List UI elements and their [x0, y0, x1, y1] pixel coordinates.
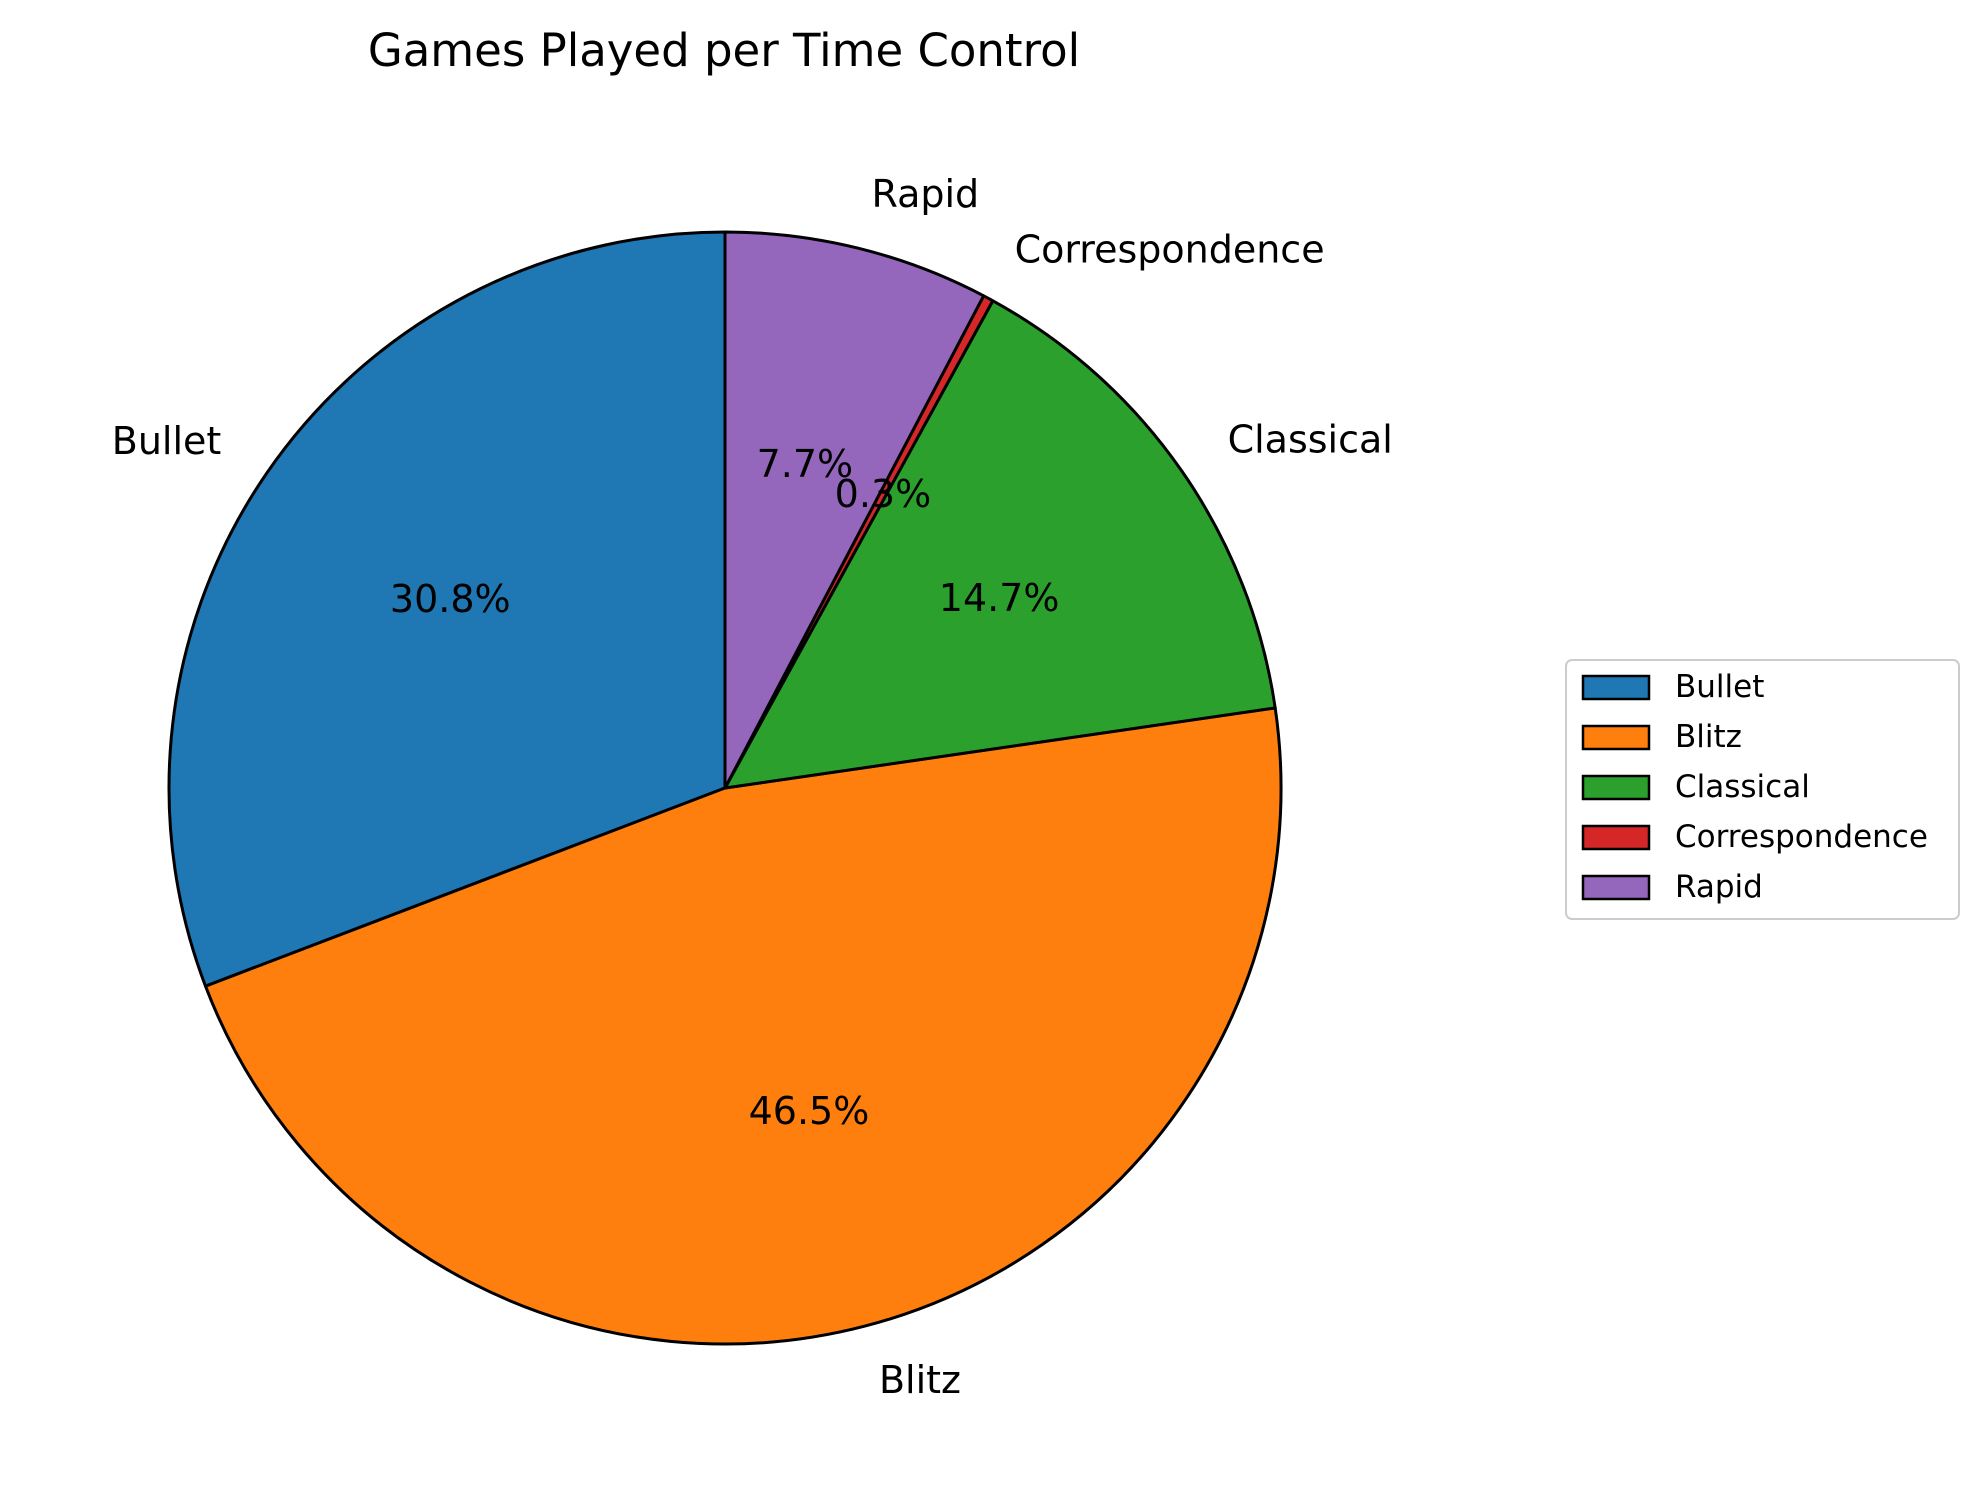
legend-swatch-classical	[1581, 774, 1651, 801]
pie-slice-bullet	[167, 230, 727, 988]
slice-percent-blitz: 46.5%	[749, 1089, 870, 1133]
pie-slice-blitz	[204, 706, 1283, 1346]
slice-percent-classical: 14.7%	[939, 576, 1060, 620]
legend-label-rapid: Rapid	[1675, 869, 1763, 905]
slice-percent-rapid: 7.7%	[757, 442, 854, 486]
slice-label-bullet: Bullet	[112, 419, 222, 463]
slice-label-correspondence: Correspondence	[1015, 227, 1325, 271]
legend-swatch-bullet	[1581, 674, 1651, 701]
pie-slice-classical	[723, 299, 1277, 790]
legend-swatch-rapid	[1581, 874, 1651, 901]
legend-swatch-correspondence	[1581, 824, 1651, 851]
slice-category-labels: Bullet Blitz Classical Correspondence Rapid	[112, 172, 1393, 1402]
legend-label-correspondence: Correspondence	[1675, 819, 1928, 855]
legend-label-bullet: Bullet	[1675, 669, 1764, 705]
legend-label-classical: Classical	[1675, 769, 1810, 805]
slice-percent-correspondence: 0.3%	[835, 472, 932, 516]
legend: Bullet Blitz Classical Correspondence Rapid	[1565, 659, 1960, 920]
slice-label-blitz: Blitz	[879, 1358, 961, 1402]
slice-label-classical: Classical	[1228, 417, 1393, 461]
legend-label-blitz: Blitz	[1675, 719, 1742, 755]
legend-swatch-blitz	[1581, 724, 1651, 751]
chart-title: Games Played per Time Control	[368, 24, 1080, 77]
legend-entries: Bullet Blitz Classical Correspondence Rapid	[1581, 669, 1928, 905]
slice-label-rapid: Rapid	[872, 172, 980, 216]
pie-slices	[167, 230, 1283, 1346]
pie-slice-rapid	[723, 230, 986, 790]
legend-frame	[1565, 659, 1960, 920]
slice-percent-labels: 30.8% 46.5% 14.7% 0.3%7.7%	[390, 442, 1060, 1133]
slice-percent-bullet: 30.8%	[390, 577, 511, 621]
